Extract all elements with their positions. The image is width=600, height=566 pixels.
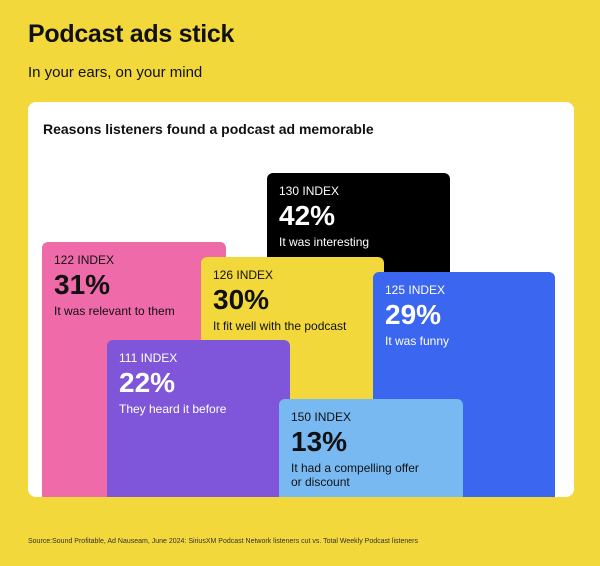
index-label: 111 INDEX <box>119 351 178 365</box>
bar-card: 111 INDEX 22% They heard it before <box>107 340 290 497</box>
chart-panel: Reasons listeners found a podcast ad mem… <box>28 102 574 497</box>
category-label: It had a compelling offer or discount <box>291 461 419 489</box>
chart-title: Reasons listeners found a podcast ad mem… <box>43 121 374 137</box>
index-label: 125 INDEX <box>385 283 446 297</box>
bar-card: 150 INDEX 13% It had a compelling offer or… <box>279 399 463 497</box>
category-label: It fit well with the podcast <box>213 319 347 333</box>
index-label: 150 INDEX <box>291 410 352 424</box>
category-label: They heard it before <box>119 402 227 416</box>
source-note: Source:Sound Profitable, Ad Nauseam, Jun… <box>28 538 418 545</box>
value-label: 29% <box>385 299 442 330</box>
page-title: Podcast ads stick <box>28 20 235 48</box>
index-label: 126 INDEX <box>213 268 274 282</box>
index-label: 130 INDEX <box>279 184 340 198</box>
value-label: 22% <box>119 367 176 398</box>
index-label: 122 INDEX <box>54 253 115 267</box>
value-label: 13% <box>291 426 348 457</box>
page-subtitle: In your ears, on your mind <box>28 64 203 81</box>
category-label: It was interesting <box>279 235 370 249</box>
category-label: It was funny <box>385 334 450 348</box>
value-label: 42% <box>279 200 336 231</box>
category-label: It was relevant to them <box>54 304 175 318</box>
value-label: 30% <box>213 284 270 315</box>
value-label: 31% <box>54 269 111 300</box>
